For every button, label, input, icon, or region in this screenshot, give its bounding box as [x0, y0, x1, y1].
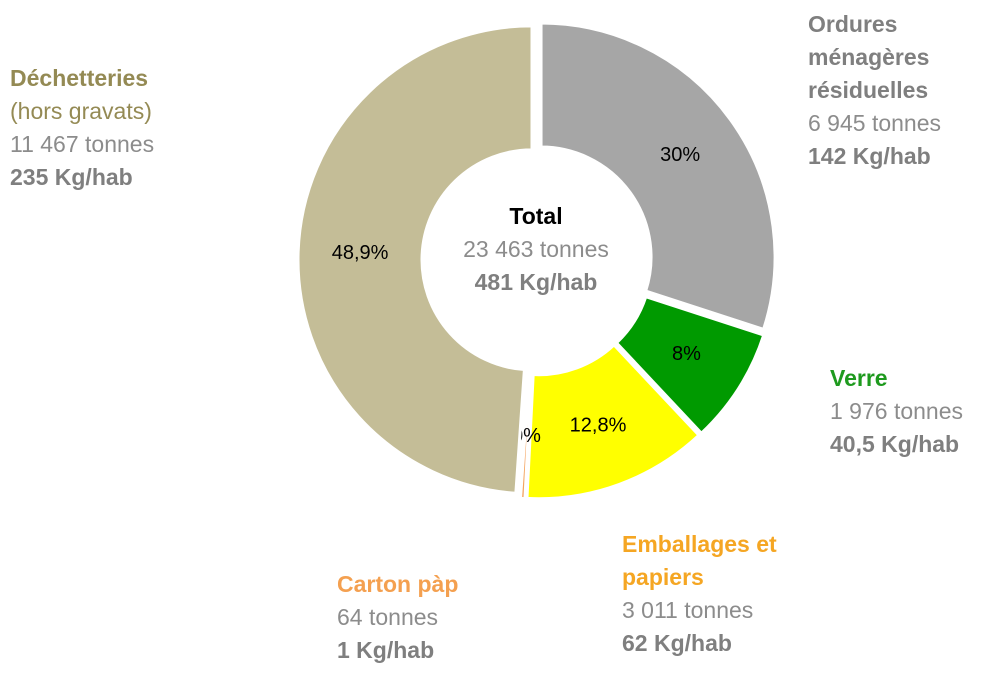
tonnage: 6 945 tonnes — [808, 110, 942, 136]
tonnage: 1 976 tonnes — [830, 398, 964, 424]
slice — [518, 373, 533, 501]
value-label: 48,9% — [332, 242, 389, 264]
per-capita: 40,5 Kg/hab — [830, 431, 960, 457]
category-name: Verre — [830, 365, 888, 391]
category-label: Carton pàp 64 tonnes 1 Kg/hab — [337, 568, 537, 667]
per-capita: 1 Kg/hab — [337, 637, 435, 663]
per-capita: 62 Kg/hab — [622, 630, 732, 656]
center-label: Total 23 463 tonnes 481 Kg/hab — [420, 200, 652, 299]
value-label: 12,8% — [570, 414, 627, 436]
category-name: Déchetteries — [10, 65, 149, 91]
tonnage: 64 tonnes — [337, 604, 439, 630]
slice — [296, 24, 534, 495]
per-capita: 142 Kg/hab — [808, 143, 931, 169]
category-name: Ordures ménagères résiduelles — [808, 11, 930, 103]
per-capita: 235 Kg/hab — [10, 164, 133, 190]
tonnage: 11 467 tonnes — [10, 131, 155, 157]
slice — [614, 294, 766, 436]
category-label: Emballages et papiers 3 011 tonnes 62 Kg/h… — [622, 528, 822, 660]
category-label: Ordures ménagères résiduelles 6 945 tonne… — [808, 8, 983, 173]
slice — [539, 21, 777, 332]
center-title: Total — [509, 203, 563, 229]
slice — [525, 342, 702, 501]
value-label: 8% — [672, 343, 701, 365]
category-name: Carton pàp — [337, 571, 459, 597]
center-per-capita: 481 Kg/hab — [474, 269, 598, 295]
category-label: Verre 1 976 tonnes 40,5 Kg/hab — [830, 362, 1000, 461]
center-tonnage: 23 463 tonnes — [463, 236, 609, 262]
category-label: Déchetteries (hors gravats) 11 467 tonnes 2… — [10, 62, 270, 194]
category-name: Emballages et papiers — [622, 531, 777, 590]
tonnage: 3 011 tonnes — [622, 597, 754, 623]
value-label: 30% — [660, 144, 700, 166]
category-note: (hors gravats) — [10, 98, 152, 124]
